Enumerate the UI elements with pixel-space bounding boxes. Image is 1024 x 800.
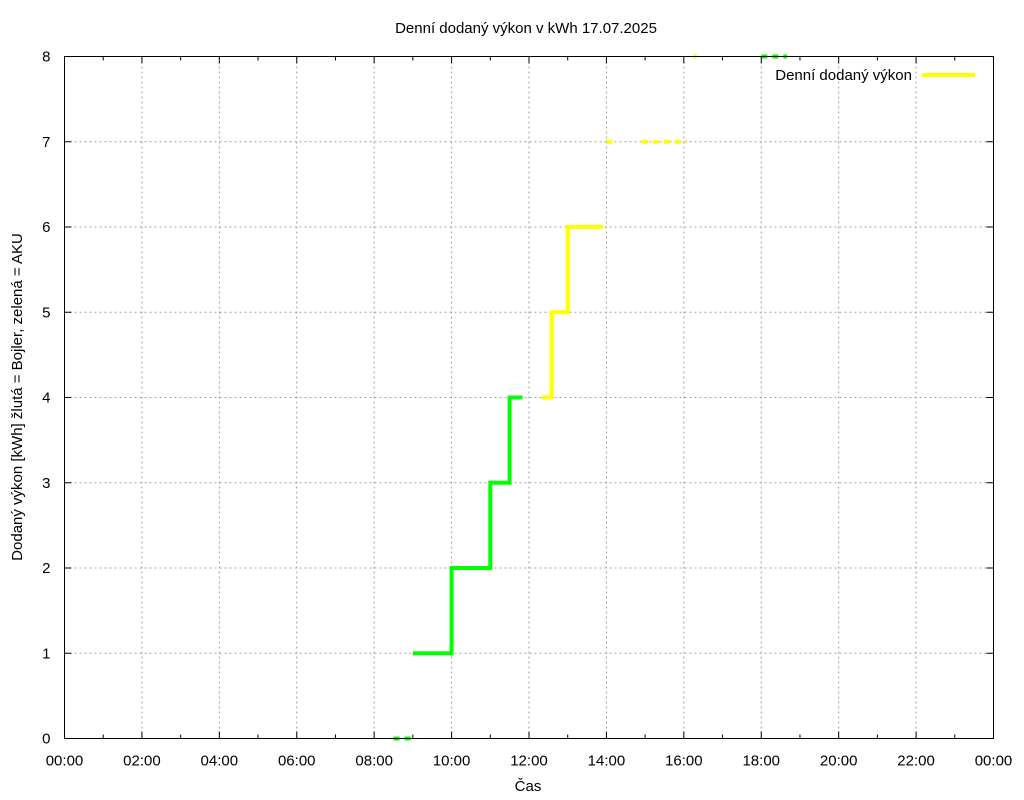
x-tick-label: 16:00	[665, 753, 703, 770]
grid-lines	[64, 56, 994, 739]
aku-series-line	[412, 395, 523, 656]
y-axis-tick-labels: 0 1 2 3 4 5 6 7 8	[42, 49, 50, 748]
y-tick-label: 4	[42, 390, 50, 407]
axis-ticks	[64, 56, 994, 739]
x-tick-label: 10:00	[433, 753, 471, 770]
y-tick-label: 5	[42, 304, 50, 321]
y-tick-label: 1	[42, 645, 50, 662]
legend: Denní dodaný výkon	[775, 67, 975, 84]
bojler-series-line	[541, 225, 604, 400]
x-tick-label: 22:00	[897, 753, 935, 770]
x-tick-label: 08:00	[355, 753, 393, 770]
x-tick-label: 14:00	[588, 753, 626, 770]
legend-label: Denní dodaný výkon	[775, 67, 912, 84]
chart-title: Denní dodaný výkon v kWh 17.07.2025	[395, 20, 657, 37]
x-tick-label: 20:00	[820, 753, 858, 770]
y-tick-label: 2	[42, 560, 50, 577]
x-tick-label: 12:00	[510, 753, 548, 770]
y-tick-label: 8	[42, 49, 50, 66]
y-tick-label: 6	[42, 219, 50, 236]
y-tick-label: 7	[42, 134, 50, 151]
x-tick-label: 06:00	[278, 753, 316, 770]
y-tick-label: 3	[42, 475, 50, 492]
x-tick-label: 00:00	[975, 753, 1013, 770]
x-axis-tick-labels: 00:00 02:00 04:00 06:00 08:00 10:00 12:00 14:00…	[46, 753, 1013, 770]
x-axis-label: Čas	[515, 778, 542, 795]
x-tick-label: 02:00	[123, 753, 161, 770]
x-tick-label: 00:00	[46, 753, 84, 770]
x-tick-label: 04:00	[201, 753, 239, 770]
x-tick-label: 18:00	[742, 753, 780, 770]
y-axis-label: Dodaný výkon [kWh] žlutá = Bojler, zelen…	[9, 233, 26, 561]
y-tick-label: 0	[42, 731, 50, 748]
